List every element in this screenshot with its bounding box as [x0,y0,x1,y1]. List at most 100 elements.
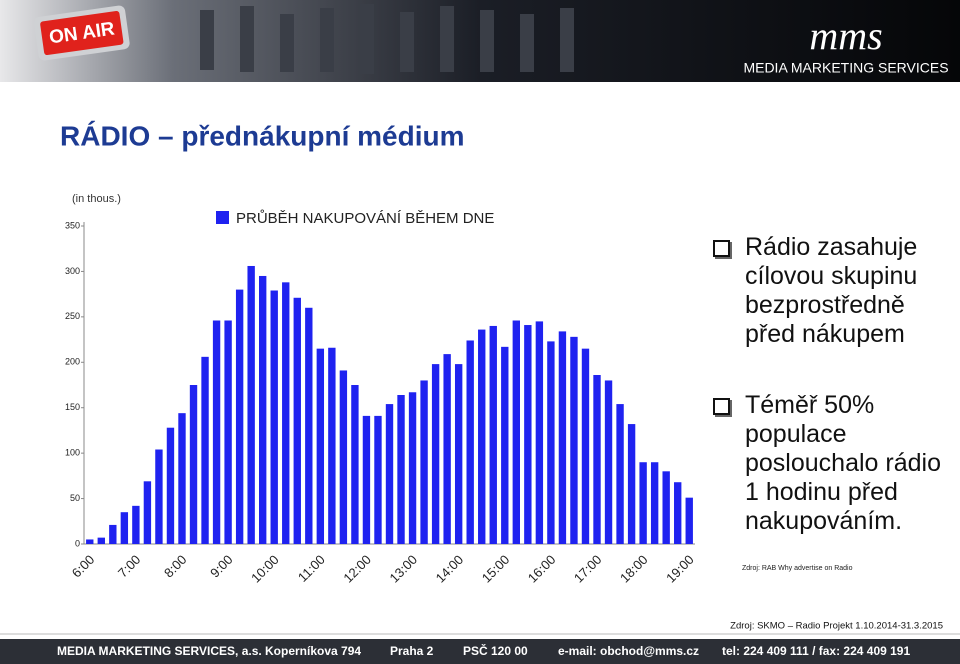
footer-text: Koperníkova 794 [265,644,361,658]
bar [616,404,624,544]
bar [339,370,348,544]
footer-text: PSČ 120 00 [463,643,528,658]
bar [535,321,544,544]
bar [604,380,613,544]
bar [362,415,371,544]
logo-mark: mms [809,13,882,58]
bar [189,385,198,544]
bar [235,289,244,544]
bar [639,462,647,544]
bar [109,524,117,544]
x-tick-label: 9:00 [207,552,236,581]
mixer-decoration [200,4,574,74]
bar [351,385,359,544]
bar [374,415,382,544]
bar [293,297,301,544]
bar [178,413,186,544]
y-tick-label: 350 [65,220,80,230]
bar [674,482,682,544]
bar [201,356,209,544]
x-tick-label: 15:00 [479,552,513,586]
bar [443,354,451,544]
on-air-sign [33,5,130,61]
bar [120,512,129,544]
y-unit: (in thous.) [72,193,121,205]
x-tick-label: 14:00 [433,552,467,586]
x-tick-label: 11:00 [295,552,328,585]
bar [282,282,290,544]
bullet-source: Zdroj: RAB Why advertise on Radio [742,565,853,572]
x-tick-label: 7:00 [115,552,144,581]
bar [420,380,428,544]
footer-text: Praha 2 [390,644,434,658]
x-tick-label: 18:00 [617,552,651,586]
x-tick-label: 10:00 [248,552,282,586]
bar [466,340,474,544]
footer-text: MEDIA MARKETING SERVICES, a.s. [57,644,262,658]
footer-bar [0,639,960,664]
bar [132,505,140,544]
y-tick-label: 300 [65,266,80,276]
bar [547,341,555,544]
bar [86,539,94,544]
bar [97,537,105,544]
bar [593,375,601,544]
bullet-text: Rádio zasahuje cílovou skupinu bezprostř… [745,233,918,348]
x-tick-label: 12:00 [340,552,374,586]
y-tick-label: 100 [65,448,80,458]
bar [155,449,163,544]
x-tick-label: 13:00 [386,552,420,586]
bar [258,275,267,544]
bar [558,331,567,544]
bar [385,404,394,544]
bar [685,497,693,544]
bar [166,427,175,544]
x-tick-label: 17:00 [571,552,605,586]
footer-texts: MEDIA MARKETING SERVICES, a.s. Koperníkov… [57,643,910,658]
y-tick-label: 150 [65,402,80,412]
y-tick-label: 0 [75,538,80,548]
bar [212,320,221,544]
bar [650,462,659,544]
bar [143,481,152,544]
bullet: Rádio zasahuje cílovou skupinu bezprostř… [713,233,945,349]
bar [570,336,578,544]
legend-swatch [216,211,229,224]
y-tick-label: 50 [70,493,80,503]
x-tick-label: 19:00 [663,552,697,586]
bar [662,471,670,544]
source-note: Zdroj: SKMO – Radio Projekt 1.10.2014-31… [730,621,943,632]
legend-label: PRŮBĚH NAKUPOVÁNÍ BĚHEM DNE [236,209,494,227]
bar [316,348,325,544]
y-tick-label: 200 [65,357,80,367]
bullet-box [713,240,730,257]
bar [397,394,405,544]
bar [224,320,232,544]
plot: 0 50 100 150 200 250 300 350 6:00 7:00 8:00 9:00 10:… [65,220,697,585]
bar [305,307,313,544]
bullet-text: Téměř 50% populace poslouchalo rádio 1 h… [745,391,941,535]
bar [478,329,486,544]
bar [512,320,521,544]
x-tick-label: 8:00 [161,552,190,581]
bar [454,364,463,544]
bar [328,347,336,544]
bar [581,348,590,544]
bar [270,290,278,544]
bar [501,346,509,544]
slide-title: RÁDIO – přednákupní médium [60,120,465,151]
x-tick-label: 6:00 [69,552,98,581]
bullet: Téměř 50% populace poslouchalo rádio 1 h… [713,391,945,536]
x-tick-label: 16:00 [525,552,559,586]
bar [524,325,532,544]
bullet-box [713,398,730,415]
logo-text: MEDIA MARKETING SERVICES [743,60,948,76]
y-tick-label: 250 [65,311,80,321]
footer-text: tel: 224 409 111 / fax: 224 409 191 [722,644,910,658]
bar [489,325,497,544]
bar [408,392,417,544]
bar [247,265,255,544]
footer-text: e-mail: obchod@mms.cz [558,644,699,658]
